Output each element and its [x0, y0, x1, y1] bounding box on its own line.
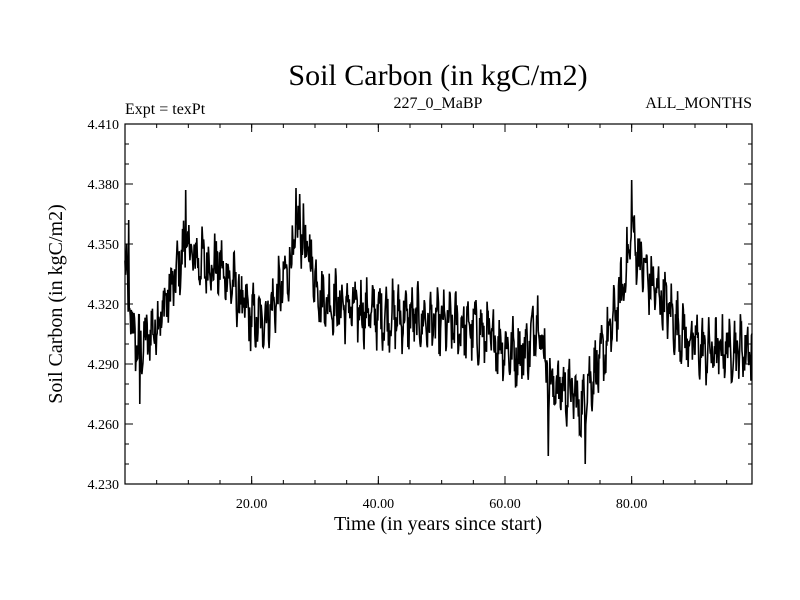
- y-tick-label: 4.260: [88, 418, 120, 433]
- y-axis-label: Soil Carbon (in kgC/m2): [45, 204, 67, 403]
- x-tick-label: 20.00: [236, 497, 268, 512]
- x-tick-label: 80.00: [616, 497, 648, 512]
- months-label: ALL_MONTHS: [645, 95, 752, 112]
- y-tick-label: 4.350: [88, 238, 120, 253]
- plot-frame: [124, 123, 753, 485]
- y-tick-label: 4.230: [88, 478, 120, 493]
- chart-title: Soil Carbon (in kgC/m2): [288, 59, 587, 92]
- soil-carbon-series-line: [124, 179, 753, 465]
- x-axis-label: Time (in years since start): [334, 513, 542, 535]
- y-tick-label: 4.380: [88, 178, 120, 193]
- y-tick-label: 4.320: [88, 298, 120, 313]
- x-tick-label: 60.00: [489, 497, 521, 512]
- experiment-label: Expt = texPt: [125, 101, 206, 118]
- x-tick-label: 40.00: [363, 497, 395, 512]
- y-tick-label: 4.290: [88, 358, 120, 373]
- period-label: 227_0_MaBP: [394, 95, 483, 112]
- y-tick-label: 4.410: [88, 118, 120, 133]
